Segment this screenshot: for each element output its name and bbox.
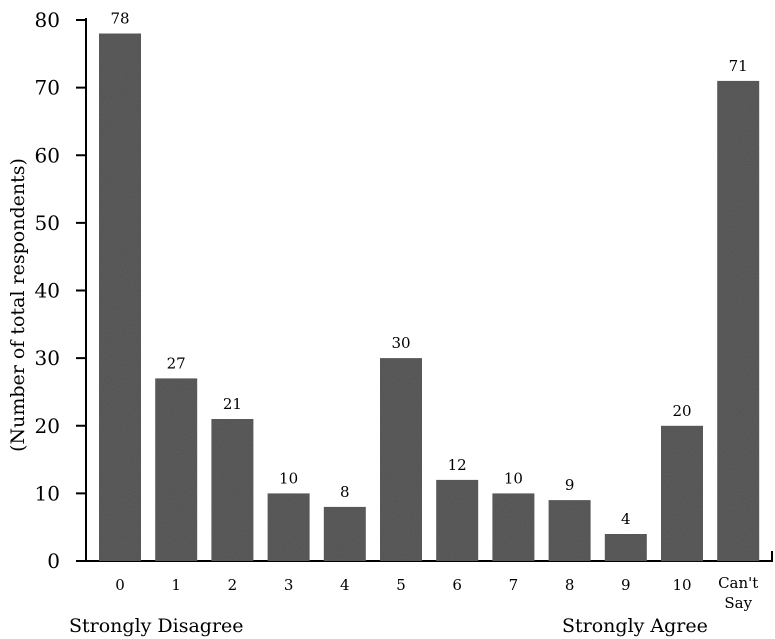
y-tick-label: 60 bbox=[35, 143, 60, 167]
x-axis bbox=[86, 551, 773, 562]
x-category-label: 9 bbox=[621, 576, 631, 594]
bar bbox=[492, 493, 535, 561]
bar-value-label: 78 bbox=[110, 10, 129, 28]
scale-anchor-left: Strongly Disagree bbox=[69, 615, 244, 637]
y-axis-title: (Number of total respondents) bbox=[7, 158, 29, 452]
bar bbox=[380, 358, 422, 561]
bar bbox=[323, 506, 366, 561]
bar bbox=[99, 33, 141, 561]
bar bbox=[604, 534, 647, 561]
bar bbox=[267, 493, 310, 561]
bar-value-label: 4 bbox=[621, 510, 631, 528]
bar-value-label: 27 bbox=[167, 354, 186, 372]
bar bbox=[155, 378, 198, 561]
x-category-label: 8 bbox=[565, 576, 575, 594]
x-category-label: 7 bbox=[509, 576, 519, 594]
bar-value-label: 9 bbox=[565, 476, 575, 494]
x-category-label: Say bbox=[724, 594, 752, 612]
bar bbox=[211, 419, 254, 561]
x-category-label: 10 bbox=[672, 576, 691, 594]
y-tick-label: 40 bbox=[35, 279, 60, 303]
y-tick-label: 20 bbox=[35, 414, 60, 438]
bar bbox=[717, 80, 760, 562]
y-tick-label: 70 bbox=[35, 76, 60, 100]
x-category-label: 2 bbox=[228, 576, 238, 594]
bar bbox=[661, 425, 703, 562]
x-category-label: 3 bbox=[284, 576, 294, 594]
bar bbox=[548, 500, 591, 561]
scale-anchor-right: Strongly Agree bbox=[562, 615, 708, 637]
bar-value-label: 10 bbox=[504, 469, 523, 487]
y-tick-label: 80 bbox=[35, 8, 60, 32]
value-labels-group: 78 27 21 10 8 30 12 10 9 4 20 71 bbox=[110, 10, 747, 529]
x-category-label: 6 bbox=[452, 576, 462, 594]
bar-value-label: 30 bbox=[391, 334, 410, 352]
bar bbox=[436, 479, 479, 561]
category-labels-group: 0 1 2 3 4 5 6 7 8 9 10 Can't Say bbox=[115, 574, 758, 612]
x-category-label: 4 bbox=[340, 576, 350, 594]
bar-value-label: 21 bbox=[223, 395, 242, 413]
y-tick-label: 50 bbox=[35, 211, 60, 235]
bars-group bbox=[99, 33, 760, 562]
bar-value-label: 10 bbox=[279, 469, 298, 487]
y-tick-label: 10 bbox=[35, 481, 60, 505]
x-category-label: Can't bbox=[718, 574, 758, 592]
bar-value-label: 20 bbox=[672, 402, 691, 420]
x-category-label: 0 bbox=[115, 576, 125, 594]
bar-value-label: 71 bbox=[729, 57, 748, 75]
bar-value-label: 12 bbox=[448, 456, 467, 474]
y-axis: 0 10 20 30 40 50 60 70 80 bbox=[35, 8, 87, 573]
y-tick-label: 0 bbox=[47, 549, 60, 573]
x-category-label: 1 bbox=[171, 576, 181, 594]
y-tick-label: 30 bbox=[35, 346, 60, 370]
bar-value-label: 8 bbox=[340, 483, 350, 501]
x-category-label: 5 bbox=[396, 576, 406, 594]
